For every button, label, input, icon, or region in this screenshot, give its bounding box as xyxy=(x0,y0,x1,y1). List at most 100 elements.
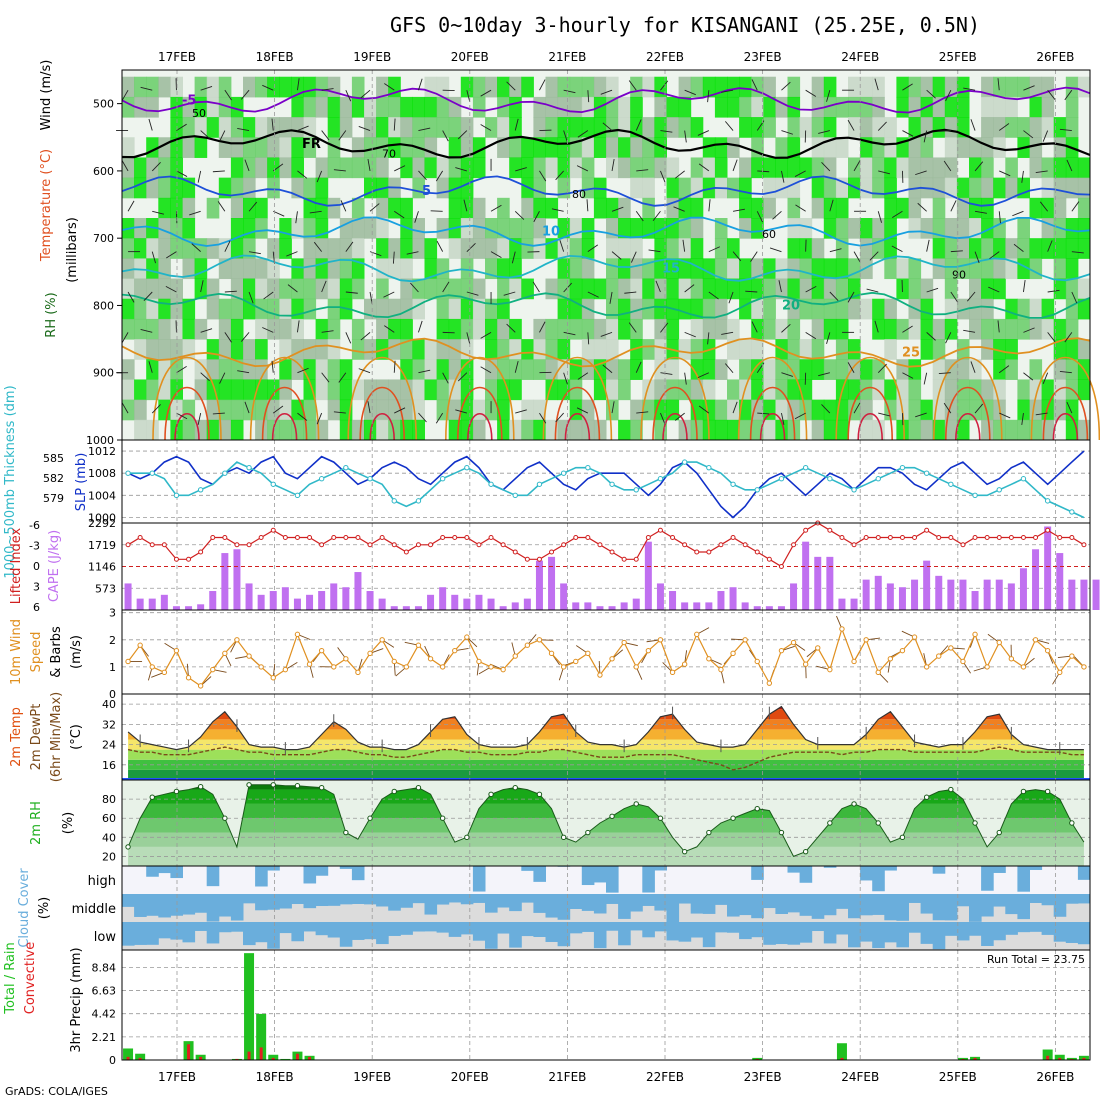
rh-cell xyxy=(303,339,317,360)
rh-cell xyxy=(981,197,994,219)
t2m-ylabel-2: 2m DewPt xyxy=(29,704,44,771)
cape-bar xyxy=(596,606,604,610)
precip-conv-bar xyxy=(199,1056,203,1060)
rh-cell xyxy=(714,157,728,179)
rh-cell xyxy=(969,318,982,340)
rh-cell xyxy=(448,298,462,320)
rh-point xyxy=(802,848,809,855)
wind-barb xyxy=(998,365,1010,374)
rh-cell xyxy=(388,197,401,219)
wind-barb xyxy=(176,170,188,177)
wind10-point xyxy=(173,647,180,654)
wind-barb xyxy=(262,327,274,333)
rh-cell xyxy=(134,298,147,320)
rh-cell xyxy=(702,359,716,380)
rh-cell xyxy=(993,76,1006,98)
li-point xyxy=(137,535,143,540)
warm-contour xyxy=(249,356,320,441)
rh-cell xyxy=(884,238,897,259)
cloud-cell-middle xyxy=(1005,894,1018,915)
wind-barb xyxy=(263,291,274,300)
wind-barb xyxy=(309,210,322,214)
rh-cell xyxy=(279,137,292,158)
rh-point xyxy=(464,834,470,841)
wind-barb xyxy=(237,370,250,374)
rh-cell xyxy=(170,218,183,239)
wind-barb xyxy=(926,89,936,99)
rh-cell xyxy=(388,137,401,158)
wind-barb xyxy=(902,83,913,91)
upper-ytick-label-1000: 1000 xyxy=(86,434,114,447)
bottom-date-axis: 17FEB 18FEB 19FEB 20FEB 21FEB 22FEB 23FEB 24FEB… xyxy=(158,1070,1074,1084)
wind-barb xyxy=(244,159,250,172)
rh-cell xyxy=(436,399,450,421)
rh-cell xyxy=(497,238,510,259)
li-point xyxy=(657,527,663,533)
rh-cell xyxy=(981,298,994,320)
cape-bar xyxy=(1032,549,1040,610)
rh-cell xyxy=(400,399,413,421)
warm-contour xyxy=(261,386,308,441)
rh-cell xyxy=(436,318,450,340)
precip-conv-bar xyxy=(271,1057,275,1060)
wind-barb xyxy=(515,409,527,414)
rh-cell xyxy=(739,278,752,300)
rh-cell xyxy=(1005,298,1018,320)
wind-barb xyxy=(577,372,589,380)
wind-barb xyxy=(367,159,371,171)
rh-cell xyxy=(690,76,704,98)
cape-bar xyxy=(1019,568,1027,610)
rh-cell xyxy=(351,379,365,401)
wind-barb xyxy=(176,365,187,374)
rh-cell xyxy=(654,238,667,259)
rh-point xyxy=(246,782,252,788)
rh-cell xyxy=(751,379,764,401)
cape-bar xyxy=(136,598,144,610)
rh-cell xyxy=(351,318,365,340)
wind-barb xyxy=(466,90,471,102)
li-point xyxy=(149,542,155,548)
rh-cell xyxy=(593,278,607,300)
rh-cell xyxy=(230,399,244,421)
cloud-cell-low xyxy=(182,922,196,943)
rh-cell xyxy=(581,157,595,179)
rh-cell xyxy=(908,379,922,401)
cloud-cell-low xyxy=(1029,922,1043,932)
wind-barb xyxy=(1035,412,1048,416)
rh-cell xyxy=(569,278,583,300)
rh-cell xyxy=(545,339,559,360)
rh-cell xyxy=(351,197,365,219)
rh-cell xyxy=(763,419,776,441)
rh-cell xyxy=(400,278,413,300)
rh-cell xyxy=(1005,258,1018,280)
cloud-cell-middle xyxy=(569,894,583,910)
cape-bar xyxy=(765,606,773,610)
rh-cell xyxy=(860,117,873,138)
warm-contour xyxy=(737,356,808,441)
thickness-point xyxy=(1020,476,1027,482)
wind-barb xyxy=(151,251,156,264)
rh-cell xyxy=(1065,258,1079,280)
thickness-point xyxy=(657,476,664,482)
slp-ytick-1008: 1008 xyxy=(88,467,116,480)
rh-cell xyxy=(823,177,837,199)
warm-contour xyxy=(945,386,991,441)
wind-barb xyxy=(539,170,547,182)
wind-barb xyxy=(1021,170,1024,183)
rh-cell xyxy=(920,318,934,340)
rh-cell xyxy=(944,238,958,259)
rh-cell xyxy=(920,218,934,239)
thickness-point xyxy=(899,464,906,471)
rh-cell xyxy=(944,137,958,158)
wind-barb xyxy=(721,331,734,335)
rh-cell xyxy=(243,379,256,401)
series-wind-speed xyxy=(127,627,1085,687)
rh-point xyxy=(536,791,543,798)
wind-barb xyxy=(874,320,879,333)
rh-cell xyxy=(690,117,704,138)
rh-cell xyxy=(956,96,970,118)
cloud-cell-middle xyxy=(412,894,425,904)
rh-cell xyxy=(230,177,244,199)
rh-cell xyxy=(303,399,317,421)
